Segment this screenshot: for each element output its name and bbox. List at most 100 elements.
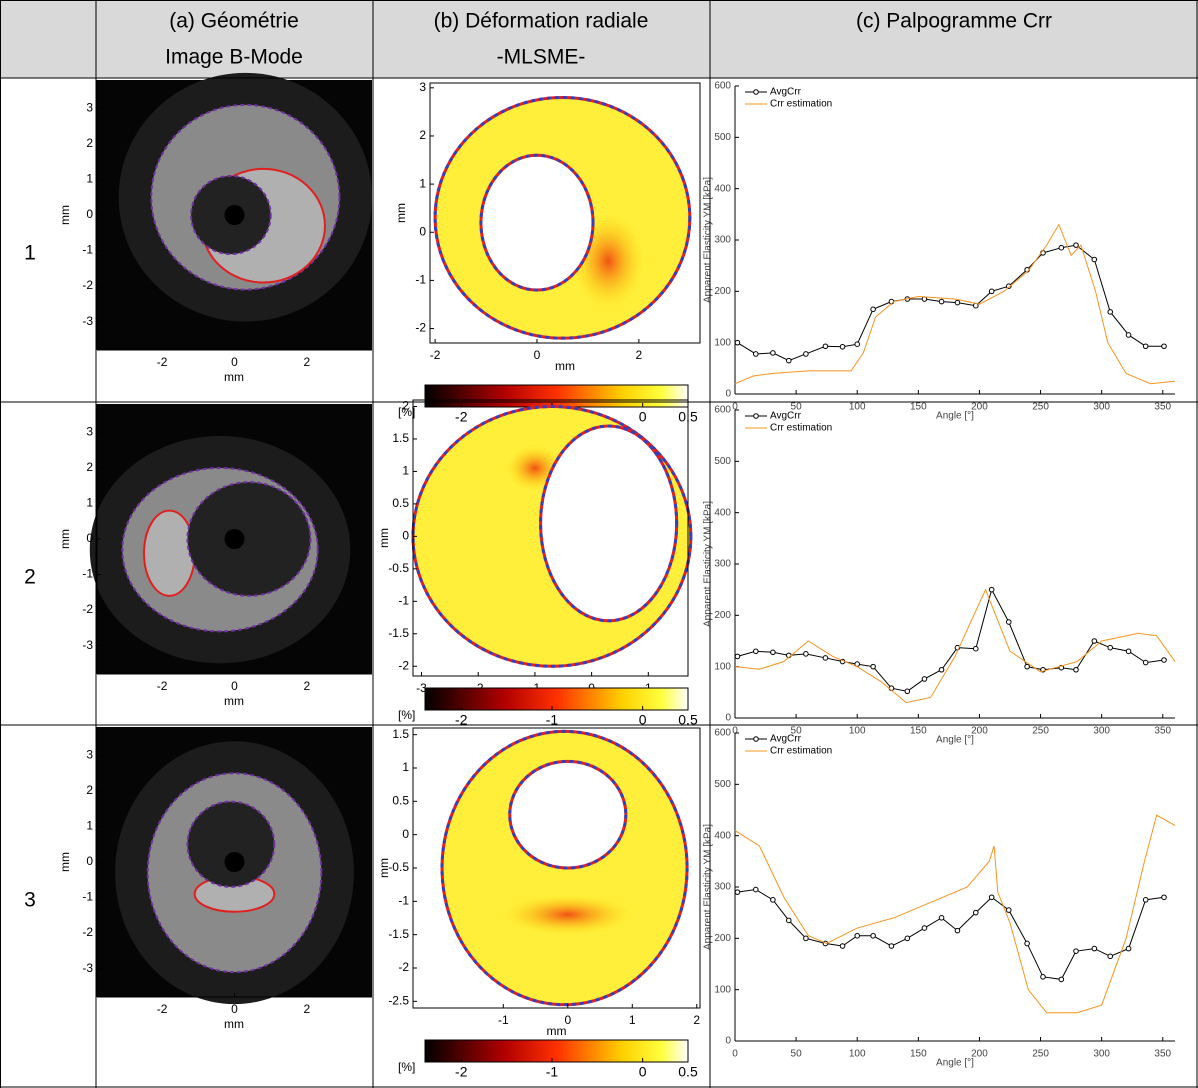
marker — [904, 688, 911, 695]
x-tick-label: 200 — [971, 1049, 988, 1060]
y-tick-label: 0 — [86, 207, 93, 221]
x-tick-label: 100 — [849, 402, 866, 413]
colorbar-tick-label: 0 — [639, 712, 647, 728]
header-bg — [0, 0, 1198, 78]
x-tick-label: 200 — [971, 402, 988, 413]
marker — [921, 676, 928, 682]
strain-border — [411, 404, 693, 668]
marker — [870, 306, 876, 313]
y-tick-label: -2 — [398, 960, 409, 974]
y-tick-label: 1 — [402, 464, 409, 478]
y-tick-label: 100 — [714, 337, 731, 348]
colorbar — [424, 1039, 689, 1063]
y-tick-label: -3 — [82, 314, 93, 328]
x-axis-label: Angle [°] — [936, 411, 974, 422]
marker — [954, 927, 961, 934]
y-tick-label: 600 — [714, 81, 731, 92]
x-tick-label: 350 — [1154, 402, 1171, 413]
colorbar-label: [%] — [398, 405, 415, 419]
marker — [1107, 953, 1114, 960]
marker — [988, 894, 995, 901]
marker — [752, 351, 759, 357]
header-text: Image B-Mode — [165, 46, 303, 69]
marker — [803, 351, 809, 357]
x-tick-label: 0 — [231, 1002, 238, 1016]
y-tick-label: -2.5 — [388, 994, 409, 1008]
marker — [822, 343, 829, 350]
legend-marker — [753, 736, 759, 742]
axes-box — [412, 399, 689, 677]
row: 2-2023210-1-2-3mmmm-3-2-10121.510.50-0.5… — [24, 399, 1176, 746]
x-tick-label: 100 — [849, 726, 866, 737]
y-tick-label: 500 — [714, 779, 731, 790]
colorbar — [424, 687, 689, 711]
legend-label: AvgCrr — [770, 87, 802, 98]
y-tick-label: 3 — [419, 80, 426, 94]
marker — [785, 917, 792, 924]
x-tick-label: -2 — [430, 348, 441, 362]
y-tick-label: 3 — [86, 101, 93, 115]
y-tick-label: 200 — [714, 933, 731, 944]
y-tick-label: 100 — [714, 984, 731, 995]
marker — [770, 897, 776, 903]
row-label: 1 — [24, 242, 36, 265]
marker — [1024, 940, 1030, 947]
marker — [1142, 659, 1149, 666]
y-tick-label: 1.5 — [392, 431, 409, 445]
colorbar-label: [%] — [398, 1060, 415, 1074]
marker — [972, 909, 979, 916]
marker — [870, 932, 876, 939]
x-axis-label: mm — [555, 359, 575, 373]
series-line — [737, 588, 1165, 692]
marker — [904, 935, 911, 942]
x-tick-label: 0 — [231, 679, 238, 693]
colorbar-tick-label: -2 — [455, 1064, 468, 1080]
x-tick-label: -3 — [416, 681, 427, 695]
y-tick-label: 2 — [86, 460, 93, 474]
y-tick-label: -1 — [82, 890, 93, 904]
marker — [1125, 945, 1132, 952]
x-axis-label: Angle [°] — [936, 1058, 974, 1069]
marker — [988, 586, 995, 593]
x-tick-label: 50 — [791, 726, 803, 737]
y-tick-label: 300 — [714, 559, 731, 570]
series-line — [734, 814, 1176, 1014]
y-tick-label: 0.5 — [392, 794, 409, 808]
colorbar-tick-label: 0.5 — [678, 712, 698, 728]
marker — [1142, 897, 1149, 903]
x-tick-label: 0 — [732, 1049, 738, 1060]
x-tick-label: 2 — [304, 1002, 311, 1016]
strain-border — [433, 95, 692, 340]
y-axis-label: mm — [377, 528, 391, 548]
marker — [822, 655, 829, 661]
marker — [1161, 343, 1167, 350]
content: 1 -2 0 2 3 2 1 0 -1 -2 -3 mm mm -2 0 2 3 2 1 0 -1 -2 mm mm -2 -1 0… — [24, 72, 1176, 1080]
y-tick-label: -1 — [398, 894, 409, 908]
y-tick-label: 0 — [725, 389, 731, 400]
y-tick-label: 2 — [402, 399, 409, 413]
marker — [1005, 283, 1012, 290]
y-tick-label: 0 — [725, 1036, 731, 1047]
x-axis-label: mm — [224, 370, 244, 384]
colorbar-tick-label: -2 — [455, 712, 468, 728]
marker — [770, 649, 776, 656]
y-tick-label: 600 — [714, 728, 731, 739]
x-tick-label: -2 — [157, 1002, 168, 1016]
x-tick-label: 2 — [304, 679, 311, 693]
x-tick-label: -2 — [157, 679, 168, 693]
marker — [1125, 648, 1132, 655]
marker — [1161, 894, 1167, 901]
y-tick-label: 400 — [714, 830, 731, 841]
y-axis-label: mm — [58, 529, 72, 549]
y-tick-label: 300 — [714, 235, 731, 246]
marker — [839, 343, 846, 350]
series-line — [734, 588, 1176, 704]
y-axis-label: Apparent Elasticity YM [kPa] — [703, 501, 714, 627]
marker — [1125, 332, 1132, 338]
marker — [1107, 644, 1114, 651]
strain-hotspot — [503, 894, 633, 935]
x-tick-label: 300 — [1093, 1049, 1110, 1060]
y-tick-label: 1 — [419, 176, 426, 190]
marker — [938, 666, 945, 673]
y-tick-label: -3 — [82, 961, 93, 975]
